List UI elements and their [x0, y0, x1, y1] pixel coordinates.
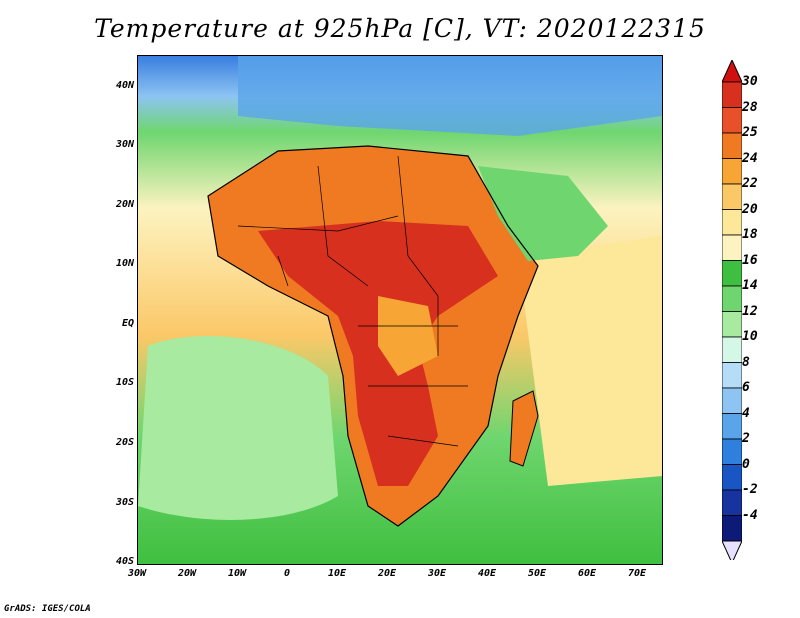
colorbar-segment	[722, 260, 742, 287]
colorbar-label: 2	[742, 431, 750, 446]
colorbar-segment	[722, 311, 742, 338]
colorbar-label: 12	[742, 303, 758, 319]
colorbar-label: 20	[742, 201, 758, 217]
temperature-map	[137, 55, 663, 565]
lon-label: 20E	[377, 568, 397, 579]
lon-label: 70E	[627, 568, 647, 579]
colorbar-label: 18	[742, 227, 758, 242]
colorbar-segment	[722, 464, 742, 491]
chart-title: Temperature at 925hPa [C], VT: 202012231…	[94, 14, 706, 43]
colorbar-segment	[722, 234, 742, 261]
colorbar-segment	[722, 489, 742, 516]
lat-label: 10N	[115, 258, 134, 269]
colorbar-segment	[722, 285, 742, 312]
colorbar-label: 24	[742, 150, 758, 166]
colorbar-label: 22	[742, 176, 758, 191]
central-moderate-region	[378, 296, 438, 376]
colorbar-label: 28	[742, 99, 758, 115]
lat-label: 40N	[115, 80, 134, 91]
colorbar-segment	[722, 362, 742, 389]
warm-ocean-region	[518, 236, 662, 486]
colorbar-segment	[722, 413, 742, 440]
colorbar-segment	[722, 387, 742, 414]
colorbar-segment	[722, 438, 742, 465]
colorbar-label: 16	[742, 252, 758, 268]
colorbar-label: 0	[742, 456, 750, 472]
colorbar	[722, 60, 742, 560]
colorbar-label: -2	[742, 482, 758, 497]
lat-label: 30S	[115, 497, 134, 508]
africa-coastline	[207, 145, 539, 527]
lon-label: 50E	[527, 568, 547, 579]
colorbar-label: 25	[742, 125, 758, 140]
colorbar-label: 14	[742, 278, 758, 293]
lon-label: 30E	[427, 568, 447, 579]
cool-ocean-region	[138, 336, 338, 520]
lat-label: 20N	[115, 199, 134, 210]
madagascar	[509, 390, 539, 467]
colorbar-label: 6	[742, 380, 750, 395]
lat-label: EQ	[121, 318, 134, 329]
lon-label: 10E	[327, 568, 347, 579]
hot-interior-region	[258, 221, 498, 486]
colorbar-segment	[722, 336, 742, 363]
colorbar-segment	[722, 132, 742, 159]
lon-label: 10W	[227, 568, 247, 579]
colorbar-segment	[722, 209, 742, 236]
lat-label: 10S	[115, 377, 134, 388]
colorbar-label: 4	[742, 405, 750, 421]
country-borders	[237, 155, 468, 447]
colorbar-segment	[722, 81, 742, 108]
colorbar-label: 10	[742, 329, 758, 344]
colorbar-over-arrow	[722, 60, 742, 83]
lat-label: 20S	[115, 437, 134, 448]
lon-label: 40E	[477, 568, 497, 579]
colorbar-under-arrow	[722, 540, 742, 560]
colorbar-label: -4	[742, 507, 758, 523]
lat-label: 40S	[115, 556, 134, 567]
arabian-region	[478, 166, 608, 261]
colorbar-segment	[722, 107, 742, 134]
lon-label: 0	[283, 568, 291, 579]
lon-label: 20W	[177, 568, 197, 579]
colorbar-segment	[722, 183, 742, 210]
lat-label: 30N	[115, 139, 134, 150]
colorbar-label: 30	[742, 74, 758, 89]
colorbar-segment	[722, 515, 742, 542]
lon-label: 30W	[127, 568, 147, 579]
credit-text: GrADS: IGES/COLA	[4, 604, 91, 614]
colorbar-label: 8	[742, 354, 750, 370]
lon-label: 60E	[577, 568, 597, 579]
north-cold-region	[238, 56, 662, 136]
colorbar-segment	[722, 158, 742, 185]
